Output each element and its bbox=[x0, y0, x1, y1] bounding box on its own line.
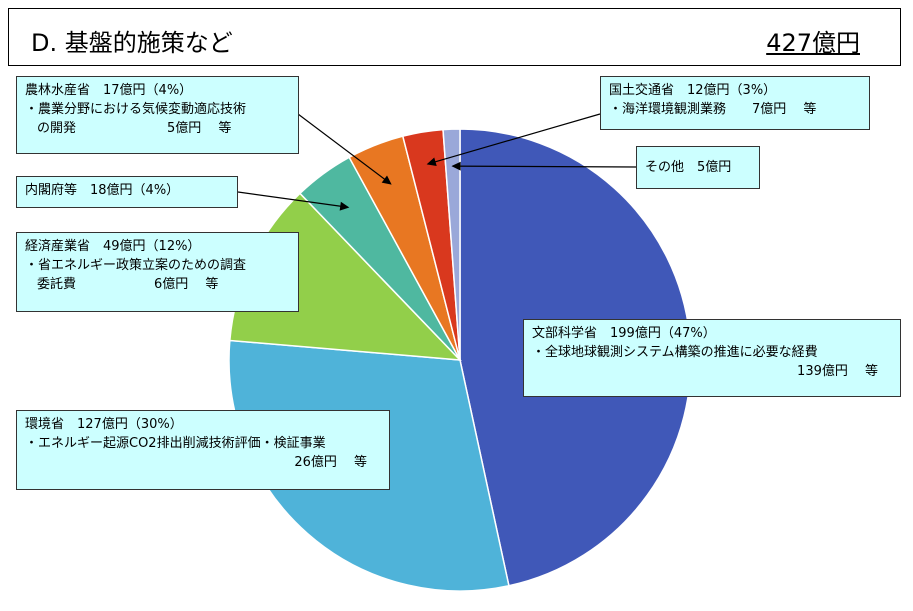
leader-lines bbox=[237, 113, 637, 211]
chart-total: 427億円 bbox=[766, 29, 860, 57]
label-keisan-line3: 委託費 6億円 等 bbox=[37, 277, 219, 292]
leader-naikaku-line bbox=[237, 191, 349, 208]
label-keisan-line2: ・省エネルギー政策立案のための調査 bbox=[25, 258, 247, 273]
leader-sonota-line bbox=[452, 165, 637, 168]
label-monka-line1: 文部科学省 199億円（47%） bbox=[532, 326, 716, 341]
label-kankyo: 環境省 127億円（30%） ・エネルギー起源CO2排出削減技術評価・検証事業 … bbox=[16, 410, 390, 490]
chart-title: D. 基盤的施策など bbox=[31, 29, 233, 57]
label-norin-line1: 農林水産省 17億円（4%） bbox=[25, 83, 193, 98]
leader-kokudo-line bbox=[427, 113, 601, 165]
label-keisan: 経済産業省 49億円（12%） ・省エネルギー政策立案のための調査 委託費 6億… bbox=[16, 232, 299, 312]
label-sonota-line1: その他 5億円 bbox=[645, 160, 732, 175]
label-keisan-line1: 経済産業省 49億円（12%） bbox=[25, 239, 201, 254]
label-monka-line2: ・全球地球観測システム構築の推進に必要な経費 bbox=[532, 345, 818, 360]
label-monka: 文部科学省 199億円（47%） ・全球地球観測システム構築の推進に必要な経費 … bbox=[523, 319, 901, 397]
label-sonota: その他 5億円 bbox=[636, 146, 760, 189]
label-naikaku-line1: 内閣府等 18億円（4%） bbox=[25, 183, 180, 198]
label-kankyo-line3: 26億円 等 bbox=[294, 455, 367, 470]
leader-naikaku-arrowhead bbox=[339, 201, 350, 211]
label-kokudo: 国土交通省 12億円（3%） ・海洋環境観測業務 7億円 等 bbox=[600, 76, 870, 130]
leader-kokudo-arrowhead bbox=[426, 157, 437, 167]
label-kankyo-line2: ・エネルギー起源CO2排出削減技術評価・検証事業 bbox=[25, 436, 326, 451]
label-norin-line2: ・農業分野における気候変動適応技術 bbox=[25, 102, 247, 117]
label-kokudo-line1: 国土交通省 12億円（3%） bbox=[609, 83, 777, 98]
leader-norin-arrowhead bbox=[381, 175, 392, 185]
label-norin-line3: の開発 5億円 等 bbox=[37, 121, 232, 136]
label-norin: 農林水産省 17億円（4%） ・農業分野における気候変動適応技術 の開発 5億円… bbox=[16, 76, 299, 154]
label-naikaku: 内閣府等 18億円（4%） bbox=[16, 176, 238, 208]
pie-slice-6 bbox=[442, 128, 461, 361]
label-kokudo-line2: ・海洋環境観測業務 7億円 等 bbox=[609, 102, 817, 117]
label-kankyo-line1: 環境省 127億円（30%） bbox=[25, 417, 183, 432]
leader-sonota-arrowhead bbox=[451, 161, 461, 171]
title-box: D. 基盤的施策など 427億円 bbox=[8, 8, 901, 66]
leader-norin-line bbox=[297, 113, 391, 185]
label-monka-line3: 139億円 等 bbox=[797, 364, 878, 379]
